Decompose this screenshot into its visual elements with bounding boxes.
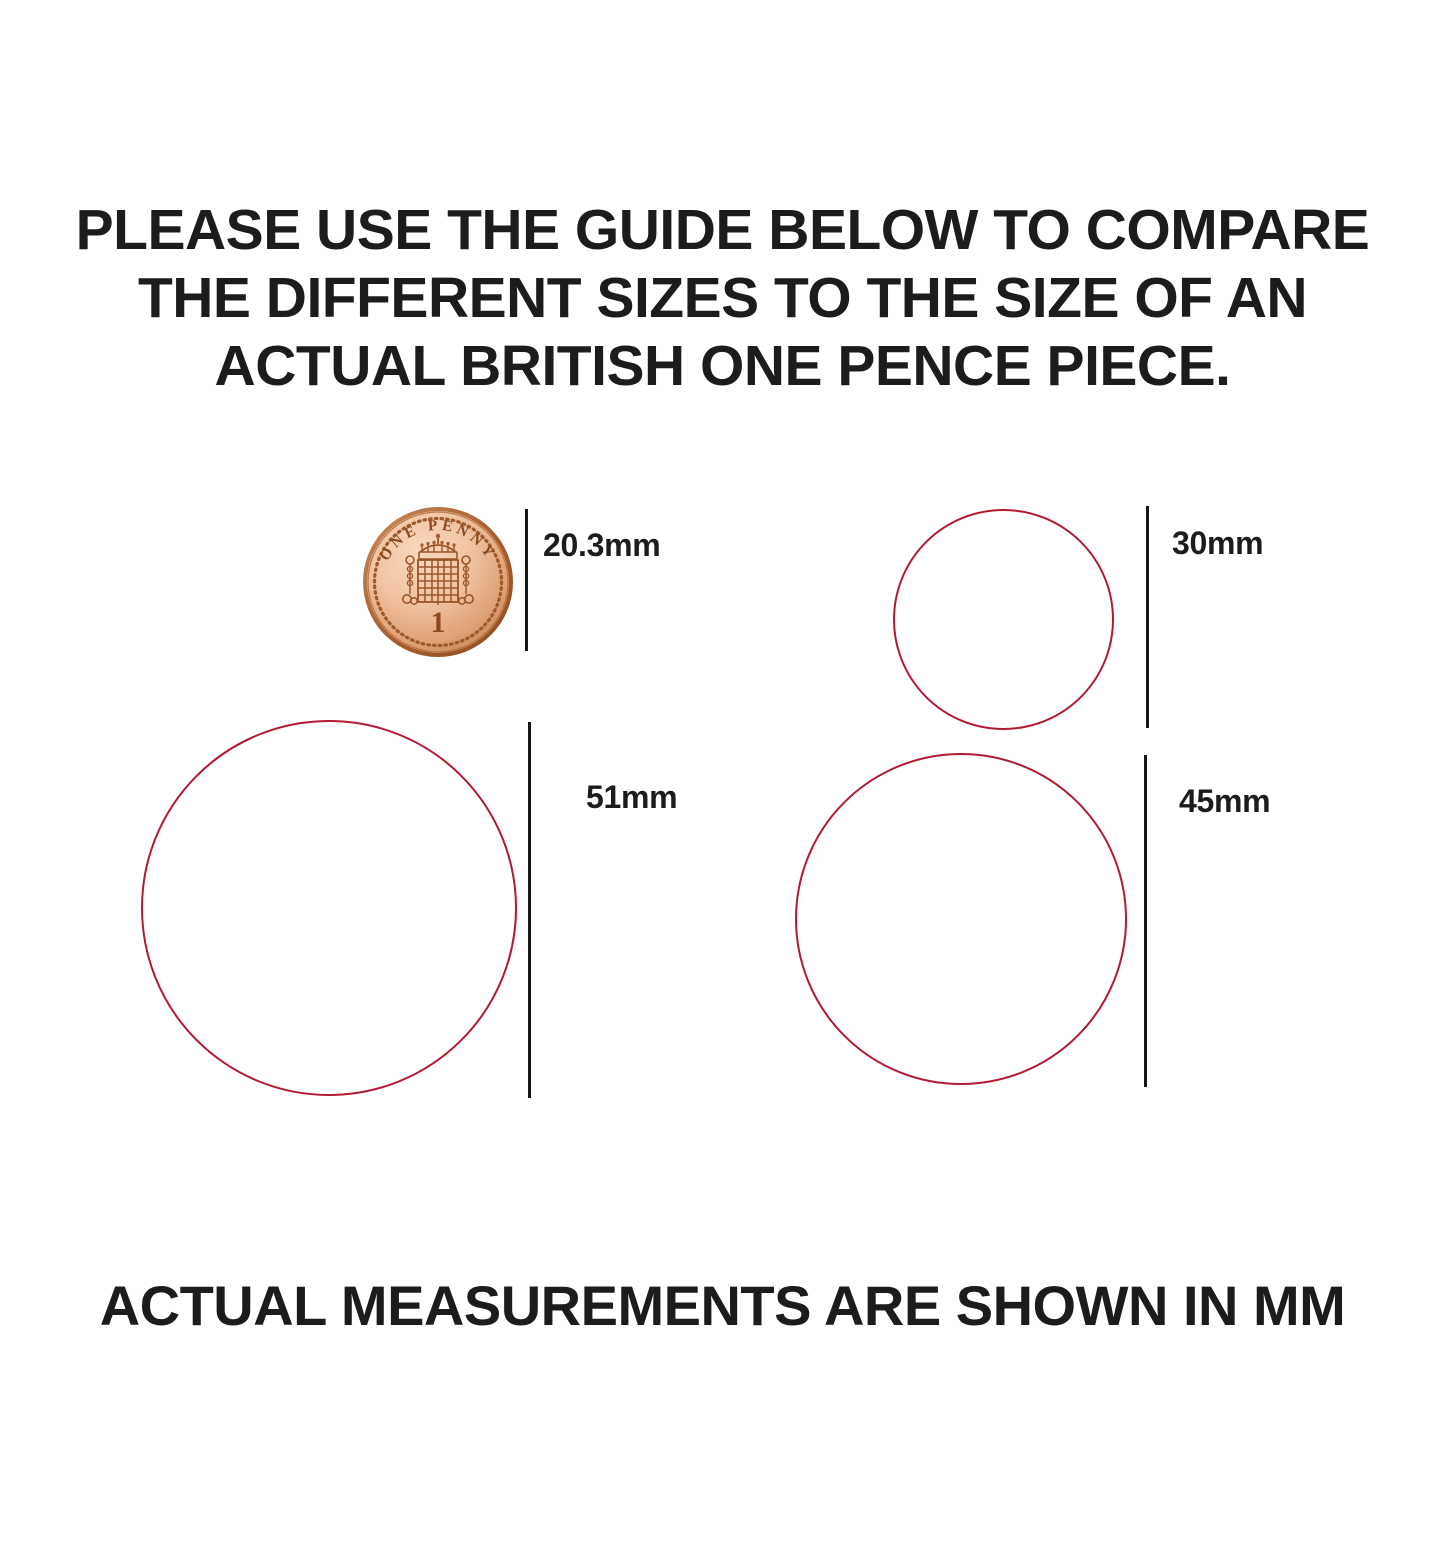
size-circle-30mm xyxy=(893,509,1114,730)
page-title: PLEASE USE THE GUIDE BELOW TO COMPARE TH… xyxy=(75,198,1370,398)
coin-icon: ONE PENNY xyxy=(363,507,513,657)
size-circle-45mm xyxy=(795,753,1127,1085)
measure-bar-30mm xyxy=(1146,506,1149,728)
coin-denomination: 1 xyxy=(431,606,446,639)
measure-label-30mm: 30mm xyxy=(1172,525,1264,561)
measure-bar-20-3mm xyxy=(525,509,528,651)
measure-label-45mm: 45mm xyxy=(1179,783,1271,819)
measure-label-20-3mm: 20.3mm xyxy=(543,527,661,563)
measure-bar-45mm xyxy=(1144,755,1147,1087)
measure-label-51mm: 51mm xyxy=(586,779,678,815)
footer-note: ACTUAL MEASUREMENTS ARE SHOWN IN MM xyxy=(99,1274,1346,1337)
size-circle-51mm xyxy=(141,720,517,1096)
measure-bar-51mm xyxy=(528,722,531,1098)
one-pence-coin: ONE PENNY xyxy=(362,506,514,658)
